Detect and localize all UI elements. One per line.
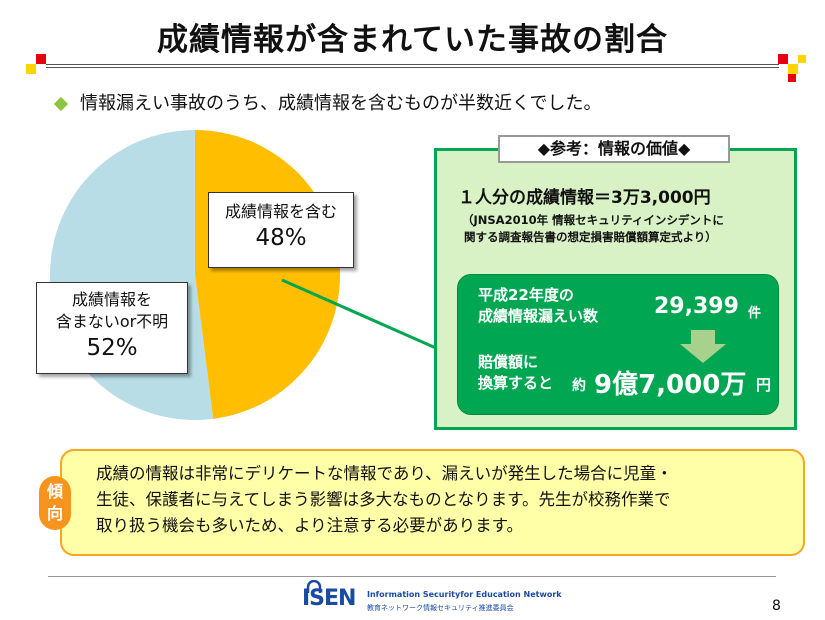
pie-label-text: 成績情報を: [71, 290, 152, 309]
page-number: 8: [772, 598, 781, 614]
pie-slice-included: [195, 130, 341, 419]
compensation-label: 賠償額に 換算すると: [478, 352, 553, 394]
tendency-line: 生徒、保護者に与えてしまう影響は多大なものとなります。先生が校務作業で: [96, 490, 671, 509]
org-name-ja: 教育ネットワーク情報セキュリティ推進委員会: [367, 604, 514, 612]
title-divider: [46, 64, 779, 65]
reference-heading: ◆参考：情報の価値◆: [498, 135, 730, 163]
tendency-badge-char: 向: [46, 504, 63, 523]
per-person-value: １人分の成績情報＝3万3,000円: [458, 188, 711, 208]
pie-label-value: 48%: [255, 225, 307, 251]
tendency-badge: 傾 向: [39, 476, 71, 530]
leak-label-line: 成績情報漏えい数: [478, 307, 599, 325]
reference-note: （JNSA2010年 情報セキュリティインシデントに 関する調査報告書の想定損害…: [462, 212, 724, 246]
leak-unit: 件: [748, 306, 762, 321]
footer-divider: [48, 576, 776, 577]
corner-square: [788, 64, 798, 74]
pie-label-included: 成績情報を含む 48%: [208, 192, 354, 268]
corner-square: [26, 64, 36, 74]
page-title: 成績情報が含まれていた事故の割合: [156, 22, 669, 58]
isen-logo: ISEN: [302, 586, 356, 611]
compensation-label-line: 換算すると: [478, 374, 554, 392]
corner-square: [778, 54, 788, 64]
leader-line: [281, 278, 455, 358]
corner-square: [36, 54, 46, 64]
approx-label: 約: [572, 378, 586, 394]
compensation-label-line: 賠償額に: [478, 353, 539, 371]
leak-count: 29,399: [654, 294, 739, 319]
title-divider: [46, 67, 779, 68]
leak-label-line: 平成22年度の: [478, 286, 574, 304]
org-name-en: Information Securityfor Education Networ…: [367, 590, 562, 599]
corner-square: [798, 55, 806, 63]
tendency-line: 取り扱う機会も多いため、より注意する必要があります。: [96, 516, 524, 535]
compensation-amount: 9億7,000万: [594, 370, 747, 400]
pie-label-text: 含まないor不明: [55, 312, 169, 331]
tendency-line: 成績の情報は非常にデリケートな情報であり、漏えいが発生した場合に児童・: [96, 464, 673, 483]
tendency-badge-char: 傾: [46, 482, 63, 501]
reference-note-line: 関する調査報告書の想定損害賠償額算定式より）: [464, 230, 717, 244]
pie-label-excluded: 成績情報を 含まないor不明 52%: [36, 282, 188, 374]
reference-note-line: （JNSA2010年 情報セキュリティインシデントに: [462, 213, 724, 227]
pie-label-value: 52%: [86, 335, 138, 361]
bullet-text: 情報漏えい事故のうち、成績情報を含むものが半数近くでした。: [80, 93, 602, 114]
down-arrow-icon: [680, 330, 726, 363]
pie-slice-excluded: [50, 130, 214, 420]
pie-label-text: 成績情報を含む: [224, 202, 337, 221]
leak-label: 平成22年度の 成績情報漏えい数: [478, 285, 598, 327]
corner-square: [788, 74, 796, 82]
compensation-unit: 円: [756, 376, 772, 394]
tendency-text: 成績の情報は非常にデリケートな情報であり、漏えいが発生した場合に児童・ 生徒、保…: [96, 461, 673, 539]
lock-icon: [306, 580, 322, 593]
